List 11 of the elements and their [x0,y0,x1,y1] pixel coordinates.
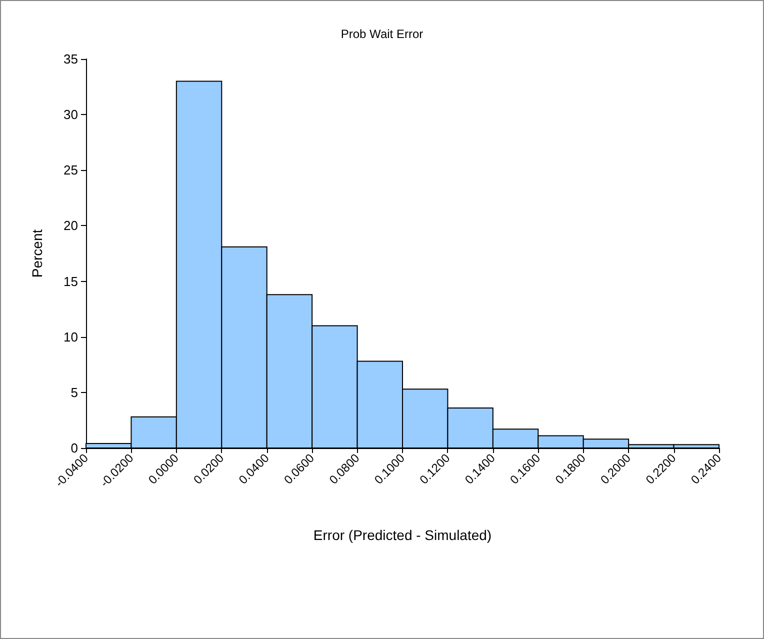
chart-title: Prob Wait Error [340,27,424,41]
x-axis-title: Error (Predicted - Simulated) [313,527,492,543]
y-tick-label: 25 [64,162,78,178]
y-axis-title: Percent [29,229,45,278]
y-tick-label: 5 [70,384,78,400]
y-tick-label: 15 [64,274,78,289]
y-tick-label: 10 [64,329,78,344]
y-tick-label: 20 [64,218,78,234]
y-tick-label: 35 [64,52,78,66]
y-tick-label: 30 [64,107,78,122]
y-tick-label: 0 [70,440,78,456]
